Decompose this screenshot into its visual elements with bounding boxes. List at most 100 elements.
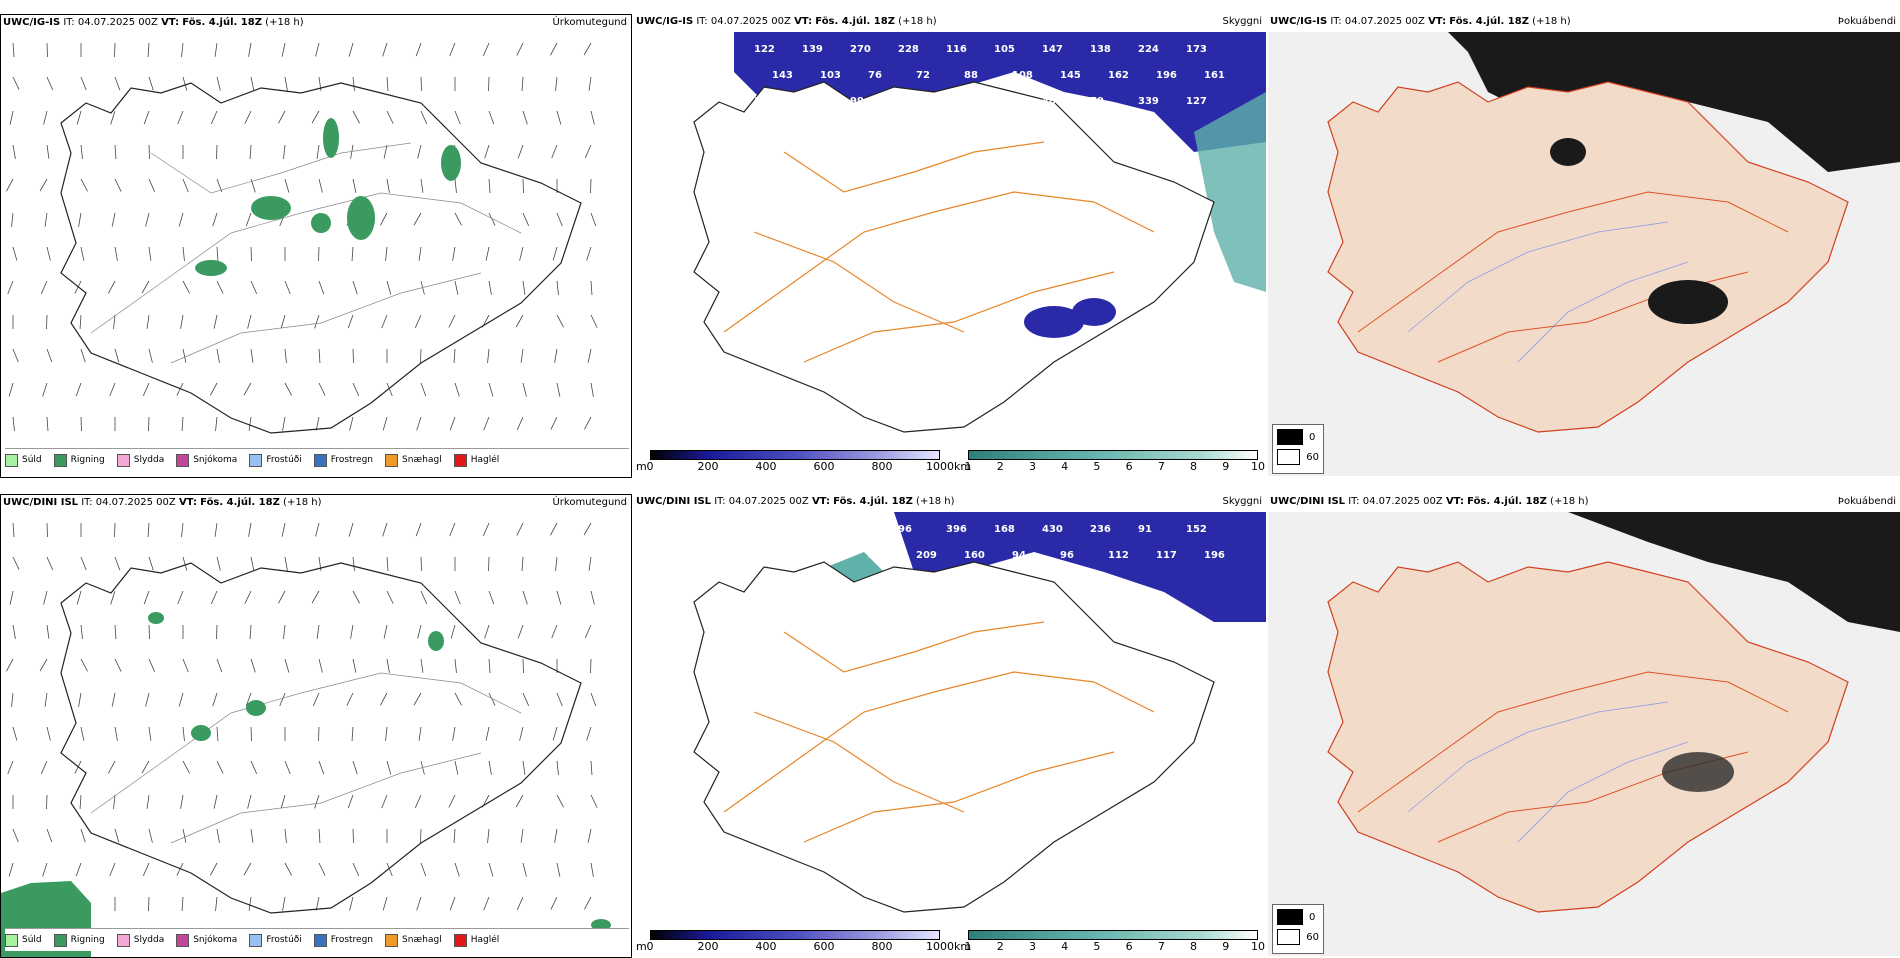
scale-tick: 800 (872, 940, 893, 953)
wind-barb (44, 111, 47, 125)
wind-barb (217, 557, 220, 571)
wind-barb (147, 315, 149, 329)
cloud-height-label: 96 (898, 524, 912, 535)
wind-barb (353, 383, 359, 396)
fog-swatch-dark (1277, 429, 1303, 445)
wind-barb (591, 111, 594, 125)
wind-barb (450, 897, 455, 910)
wind-barb (149, 727, 151, 741)
wind-barb (518, 145, 523, 158)
wind-barb (454, 829, 455, 843)
legend-item-frostúði: Frostúði (249, 934, 301, 947)
wind-barb (217, 761, 223, 774)
wind-barb (353, 591, 360, 603)
wind-barb (146, 213, 149, 227)
wind-barb (551, 897, 557, 910)
legend-label: Súld (22, 935, 42, 945)
wind-barb (387, 111, 393, 124)
wind-barb (313, 693, 319, 706)
fog-legend-row: 60 (1277, 929, 1319, 945)
panel-name: Úrkomutegund (552, 497, 627, 508)
wind-barb (319, 659, 322, 673)
wind-barb (450, 523, 455, 536)
wind-barb (284, 625, 285, 639)
wind-barb (489, 111, 494, 124)
wind-barb (12, 693, 13, 707)
wind-barb (451, 625, 455, 638)
iceland-outline (61, 83, 581, 433)
wind-barb (455, 693, 462, 705)
wind-barb (6, 659, 13, 671)
scale-tick: 2 (997, 940, 1004, 953)
wind-barb (353, 863, 359, 876)
wind-barb (45, 213, 47, 227)
wind-barb (486, 727, 489, 741)
legend-label: Rigning (71, 455, 105, 465)
cloud-height-label: 108 (754, 524, 775, 535)
wind-barb (489, 761, 491, 775)
wind-barb (149, 557, 153, 570)
scale-tick: 4 (1061, 940, 1068, 953)
wind-barb (13, 557, 19, 570)
wind-barb (81, 247, 84, 261)
wind-barb (489, 179, 490, 193)
wind-barb (419, 247, 421, 261)
legend-item-slydda: Slydda (117, 454, 164, 467)
fog-swatch-light (1277, 929, 1300, 945)
scale-tick: 8 (1190, 460, 1197, 473)
wind-barb (316, 43, 319, 57)
wind-barb (523, 213, 529, 226)
wind-barb (183, 77, 187, 90)
wind-barb (382, 315, 387, 328)
wind-barb (13, 77, 19, 90)
wind-barb (79, 213, 81, 227)
wind-barb (13, 145, 15, 159)
row2-fog-panel: UWC/DINI ISL IT: 04.07.2025 00Z VT: Fös.… (1268, 494, 1900, 958)
legend-label: Haglél (471, 455, 500, 465)
wind-barb (516, 315, 523, 327)
wind-barb (47, 247, 50, 261)
wind-barb (591, 281, 592, 295)
wind-barb (585, 145, 591, 158)
wind-barb (387, 557, 388, 571)
cloud-height-label: 173 (1186, 44, 1207, 55)
wind-barb (517, 897, 523, 910)
wind-barb (523, 591, 527, 604)
wind-barb (43, 383, 47, 396)
legend-label: Slydda (134, 455, 164, 465)
legend-label: Slydda (134, 935, 164, 945)
wind-barb (285, 659, 289, 672)
cloud-height-label: 236 (1090, 524, 1111, 535)
wind-barb (182, 43, 183, 57)
wind-barb (81, 77, 86, 90)
wind-barb (248, 795, 251, 809)
wind-barb (81, 727, 84, 741)
wind-barb (115, 145, 116, 159)
wind-barb (489, 863, 493, 876)
legend-label: Súld (22, 455, 42, 465)
wind-barb (278, 111, 285, 123)
wind-barb (455, 591, 460, 604)
wind-barb (47, 77, 53, 90)
wind-barb (488, 349, 489, 363)
wind-barb (115, 349, 119, 362)
wind-barb (217, 77, 220, 91)
wind-barb (181, 795, 183, 809)
wind-barb (312, 111, 319, 123)
scale-tick: 200 (698, 940, 719, 953)
iceland-outline (694, 82, 1214, 432)
wind-barb (449, 795, 455, 808)
wind-barb (319, 179, 322, 193)
legend-label: Frostúði (266, 935, 301, 945)
scale-tick: 10 (1251, 940, 1265, 953)
legend-swatch (249, 454, 262, 467)
ceiling-scale-unit: m (636, 460, 647, 473)
wind-barb (319, 383, 325, 396)
row1-fog-panel: UWC/IG-IS IT: 04.07.2025 00Z VT: Fös. 4.… (1268, 14, 1900, 478)
wind-barb (557, 213, 562, 226)
wind-barb (216, 417, 217, 431)
wind-barb (281, 315, 285, 328)
